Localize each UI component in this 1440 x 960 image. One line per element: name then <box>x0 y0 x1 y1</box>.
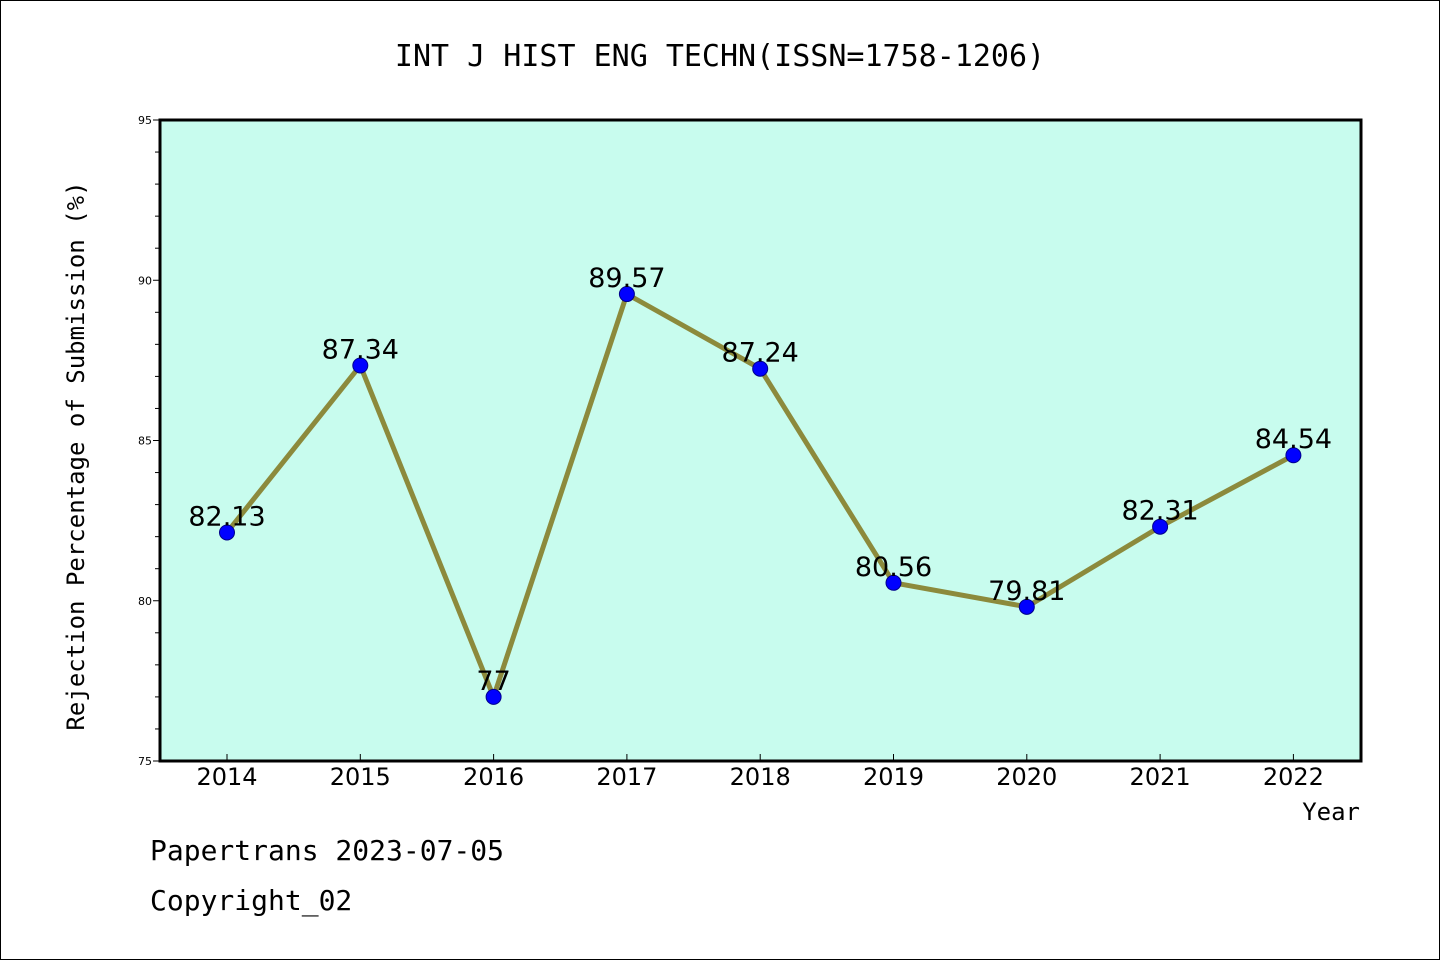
data-point-marker <box>618 286 635 303</box>
data-point-marker <box>752 360 769 377</box>
data-point-marker <box>1152 518 1169 535</box>
x-tick-label: 2014 <box>196 763 257 791</box>
data-label: 89.57 <box>588 263 665 294</box>
chart-title: INT J HIST ENG TECHN(ISSN=1758-1206) <box>395 39 1045 74</box>
y-tick-label: 80 <box>138 595 152 608</box>
x-tick-label: 2021 <box>1130 763 1191 791</box>
data-label: 82.31 <box>1121 496 1198 527</box>
x-tick-label: 2022 <box>1263 763 1324 791</box>
data-label: 79.81 <box>988 576 1065 607</box>
x-tick-label: 2017 <box>596 763 657 791</box>
data-point-marker <box>1285 447 1302 464</box>
data-point-marker <box>885 574 902 591</box>
data-point-marker <box>219 524 235 541</box>
y-tick-label: 75 <box>138 755 152 768</box>
footer-date-line: Papertrans 2023-07-05 <box>150 834 505 867</box>
x-tick-label: 2016 <box>463 763 524 791</box>
data-label: 77 <box>476 666 510 697</box>
data-label: 87.24 <box>722 338 799 369</box>
data-point-marker <box>352 357 369 374</box>
data-point-marker <box>1018 598 1035 615</box>
x-tick-label: 2019 <box>863 763 924 791</box>
data-point-marker <box>485 688 502 705</box>
plot-area <box>158 118 1363 763</box>
y-tick-label: 90 <box>138 274 152 287</box>
y-axis-label: Rejection Percentage of Submission (%) <box>62 181 90 730</box>
footer-copyright-line: Copyright_02 <box>150 884 353 917</box>
y-tick-label: 95 <box>138 114 152 127</box>
y-tick-label: 85 <box>138 435 152 448</box>
x-tick-label: 2018 <box>730 763 791 791</box>
data-label: 80.56 <box>855 552 932 583</box>
data-label: 87.34 <box>322 335 399 366</box>
data-label: 82.13 <box>188 501 265 532</box>
x-tick-label: 2015 <box>330 763 391 791</box>
x-tick-label: 2020 <box>996 763 1057 791</box>
data-label: 84.54 <box>1255 424 1332 455</box>
x-axis-label: Year <box>1302 798 1360 826</box>
